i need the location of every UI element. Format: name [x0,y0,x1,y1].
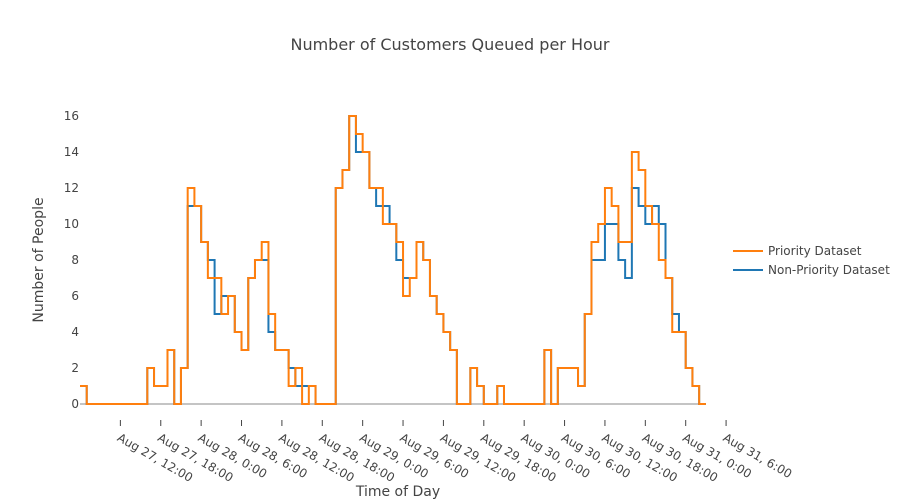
y-tick-label: 14 [64,145,79,159]
legend-label: Priority Dataset [768,244,862,258]
series-line-priority [80,115,706,405]
legend: Priority Dataset Non-Priority Dataset [733,244,890,277]
y-tick-label: 16 [64,109,79,123]
legend-label: Non-Priority Dataset [768,263,890,277]
chart-title: Number of Customers Queued per Hour [290,35,609,54]
x-axis-title: Time of Day [355,484,440,500]
y-axis-title: Number of People [31,197,47,322]
y-ticks: 0 2 4 6 8 10 12 14 16 [64,109,79,411]
y-tick-label: 10 [64,217,79,231]
series-group [80,115,706,405]
y-tick-label: 2 [71,361,79,375]
y-tick-label: 0 [71,397,79,411]
y-tick-label: 4 [71,325,79,339]
y-tick-label: 6 [71,289,79,303]
y-tick-label: 12 [64,181,79,195]
y-tick-label: 8 [71,253,79,267]
